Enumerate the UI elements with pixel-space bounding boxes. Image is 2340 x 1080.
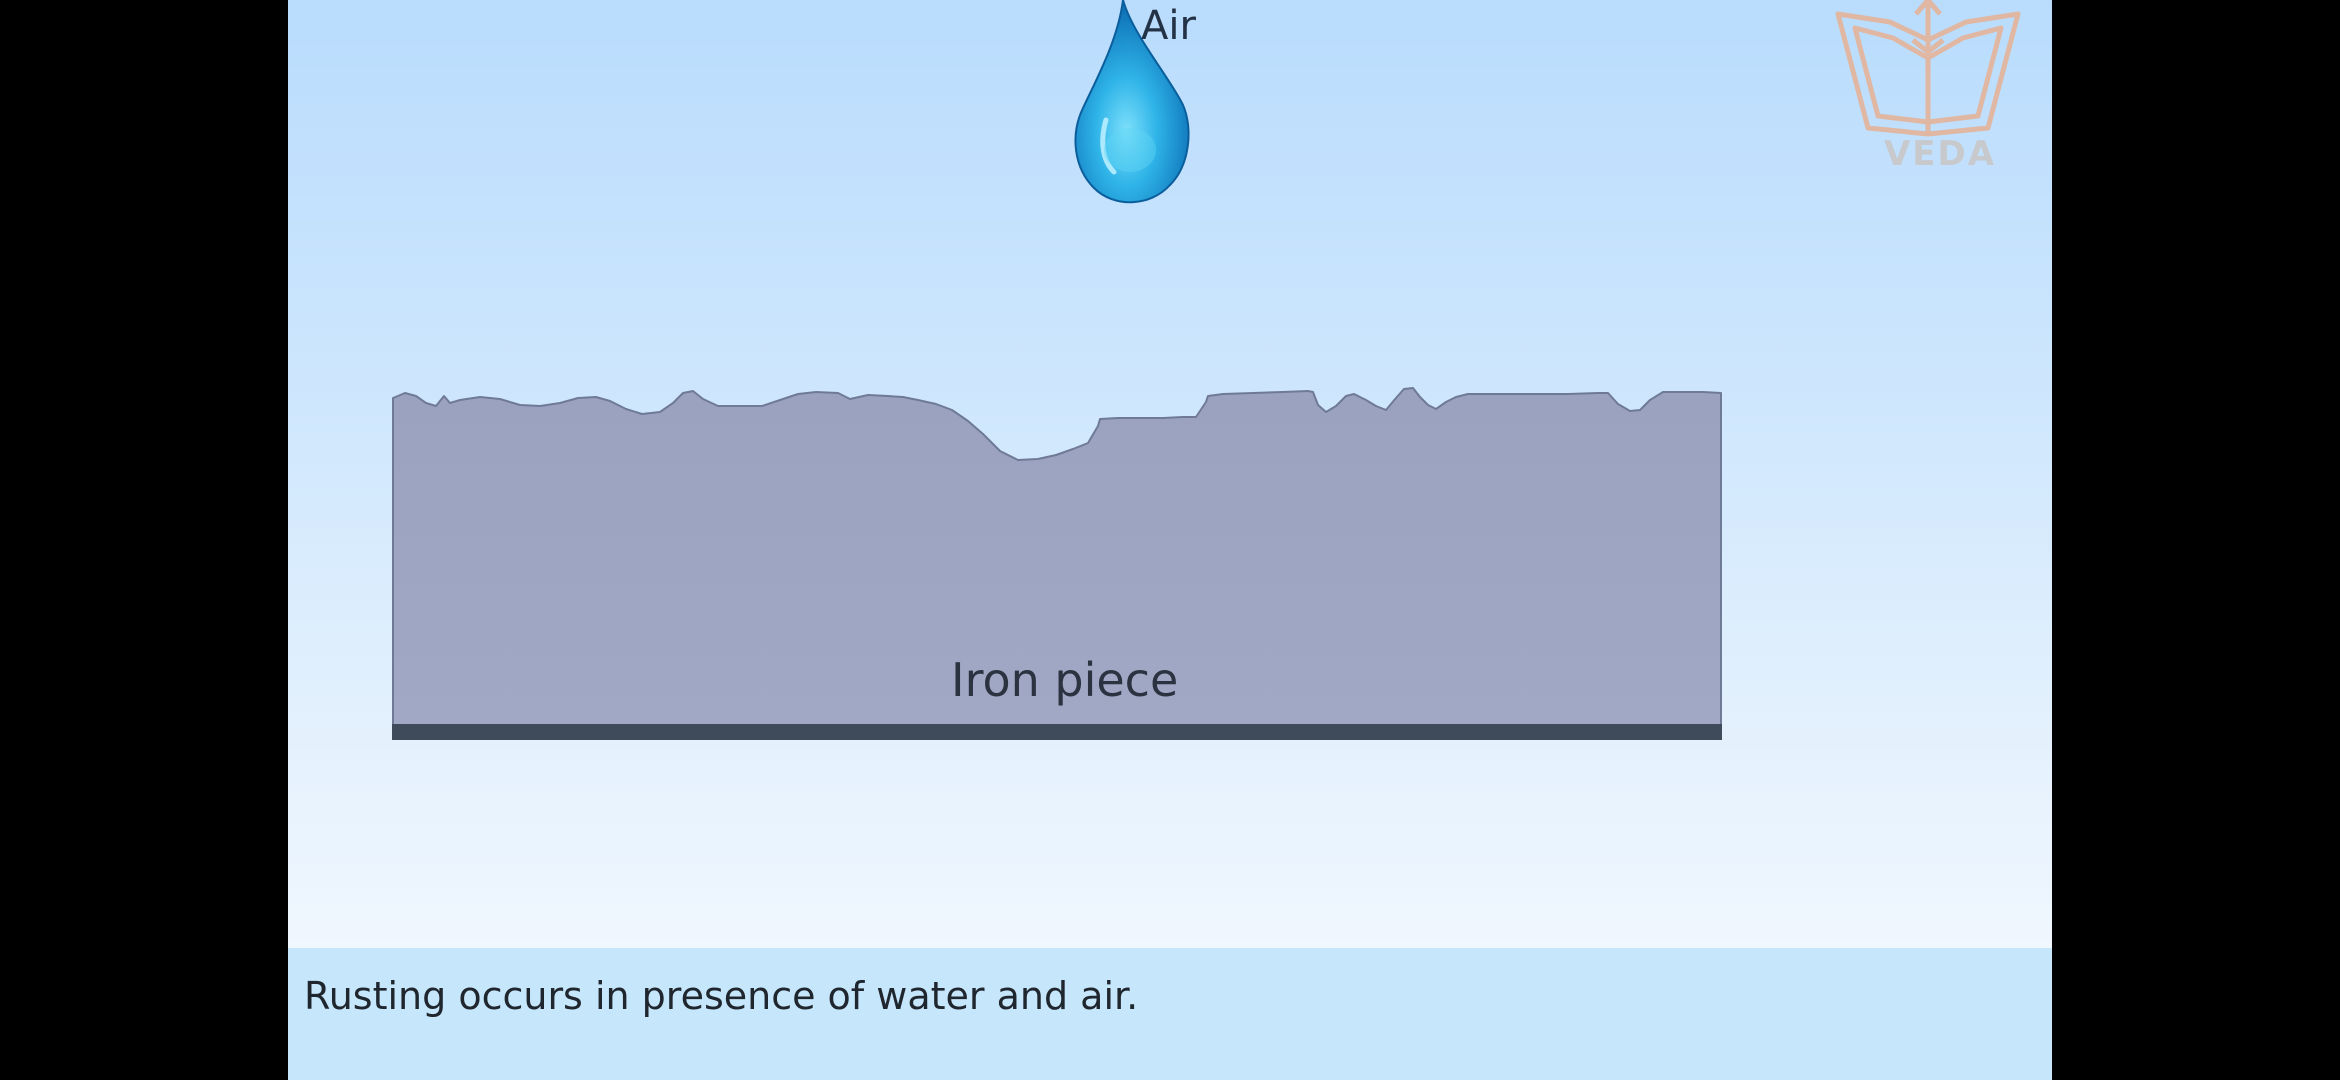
air-label: Air bbox=[1141, 3, 1196, 49]
iron-piece bbox=[392, 387, 1722, 740]
caption-bar: Rusting occurs in presence of water and … bbox=[288, 948, 2052, 1080]
water-drop-icon bbox=[1074, 0, 1190, 204]
caption-text: Rusting occurs in presence of water and … bbox=[304, 974, 1139, 1018]
iron-piece-label: Iron piece bbox=[951, 653, 1179, 707]
iron-base-line bbox=[392, 724, 1722, 740]
veda-book-logo-icon bbox=[1835, 0, 2021, 137]
video-frame: Air Iron piece VEDA Rusting occurs in pr… bbox=[288, 0, 2052, 1080]
scene-illustration bbox=[392, 0, 2021, 740]
logo-text: VEDA bbox=[1883, 134, 1997, 174]
